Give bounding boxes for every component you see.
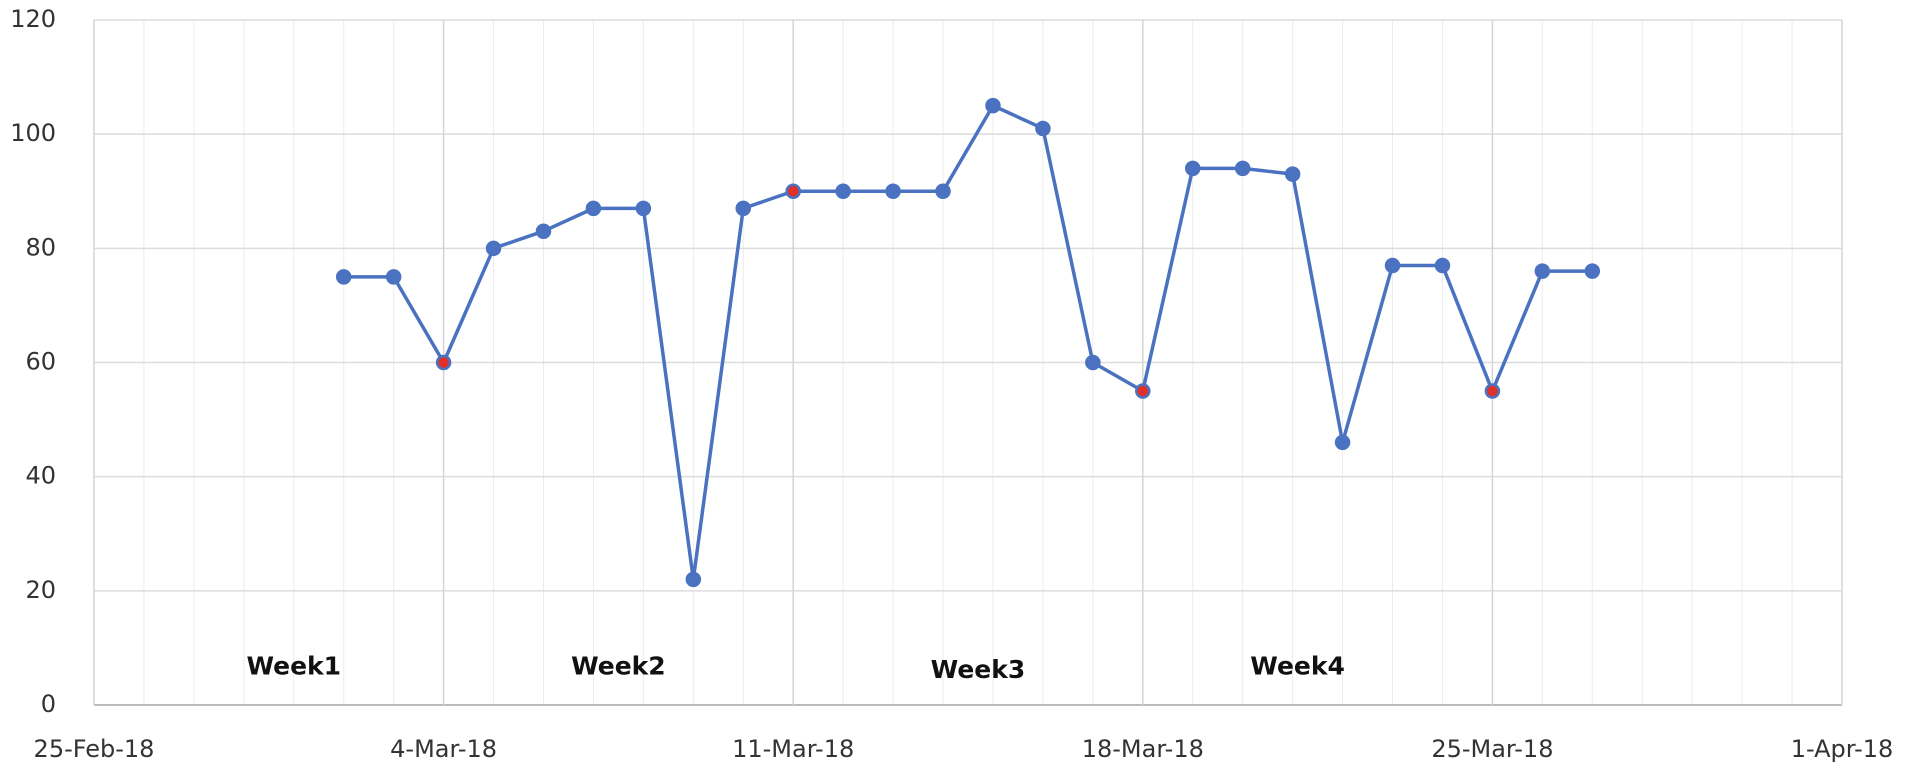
marker xyxy=(1085,354,1101,371)
marker xyxy=(1584,263,1601,279)
marker xyxy=(885,183,901,199)
y-tick-label: 20 xyxy=(25,576,56,604)
marker xyxy=(935,183,951,199)
marker xyxy=(485,240,502,257)
marker xyxy=(1284,166,1301,182)
y-tick-label: 60 xyxy=(25,348,56,376)
y-tick-label: 0 xyxy=(41,690,56,718)
marker xyxy=(1184,160,1201,177)
x-tick-label: 25-Feb-18 xyxy=(34,735,155,763)
marker xyxy=(1534,263,1551,279)
y-tick-label: 120 xyxy=(10,5,56,33)
marker xyxy=(585,200,602,217)
x-tick-label: 1-Apr-18 xyxy=(1791,735,1894,763)
marker xyxy=(1234,160,1251,177)
marker xyxy=(685,571,702,588)
marker xyxy=(835,183,851,199)
x-tick-label: 4-Mar-18 xyxy=(390,735,497,763)
marker xyxy=(785,183,801,199)
x-tick-label: 25-Mar-18 xyxy=(1431,735,1553,763)
marker xyxy=(1434,257,1451,274)
annotation: Week2 xyxy=(571,651,666,680)
y-tick-label: 100 xyxy=(10,119,56,147)
marker xyxy=(635,200,652,217)
marker xyxy=(1035,120,1051,137)
marker xyxy=(1135,383,1151,399)
y-tick-label: 80 xyxy=(25,233,56,261)
marker xyxy=(735,200,752,217)
annotation: Week4 xyxy=(1250,651,1345,680)
x-tick-label: 11-Mar-18 xyxy=(732,735,854,763)
y-tick-label: 40 xyxy=(25,462,56,490)
marker xyxy=(535,223,552,239)
annotation: Week1 xyxy=(246,651,341,680)
marker xyxy=(435,354,452,371)
line xyxy=(343,103,1593,582)
marker xyxy=(1384,257,1401,274)
marker xyxy=(1334,434,1351,451)
x-tick-label: 18-Mar-18 xyxy=(1082,735,1204,763)
annotation: Week3 xyxy=(931,655,1026,684)
marker xyxy=(1484,383,1501,399)
marker xyxy=(985,97,1001,114)
marker xyxy=(385,269,402,285)
marker xyxy=(335,269,352,285)
